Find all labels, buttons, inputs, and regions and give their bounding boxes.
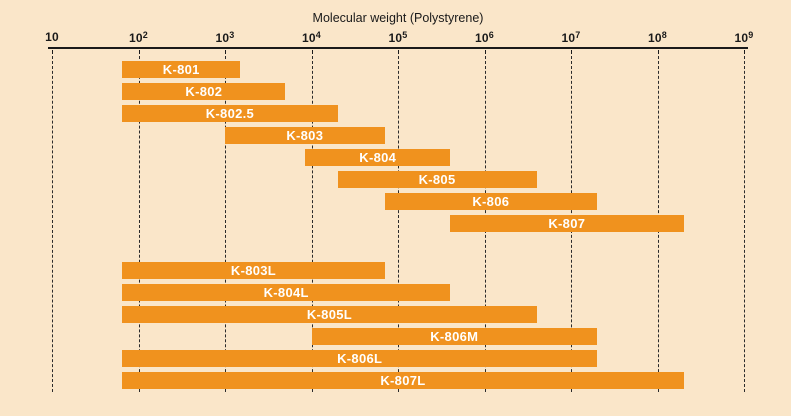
axis-tick-label-10e5: 105 [388,30,408,45]
axis-tick-label-10e7: 107 [561,30,581,45]
bar-label: K-807 [548,216,586,231]
axis-tick-label-10e1: 10 [45,30,59,44]
bar-k-804l: K-804L [122,284,451,301]
bar-label: K-801 [162,62,200,77]
axis-tick-label-10e4: 104 [302,30,321,45]
axis-tick-mark [398,50,399,54]
bar-label: K-806M [430,329,479,344]
axis-tick-mark [52,50,53,54]
bar-label: K-805L [306,307,353,322]
bar-label: K-803 [286,128,324,143]
bar-label: K-803L [230,263,277,278]
bar-label: K-802.5 [205,106,255,121]
bar-k-807l: K-807L [122,372,684,389]
gridline-10e9 [744,56,745,392]
axis-tick-label-10e8: 108 [648,30,667,45]
bar-label: K-802 [185,84,223,99]
axis-tick-label-10e9: 109 [734,30,754,45]
bar-k-802.5: K-802.5 [122,105,338,122]
axis-tick-label-10e6: 106 [475,30,494,45]
bar-label: K-804L [263,285,309,300]
gridline-10e4 [311,56,313,392]
bar-k-806: K-806 [384,193,598,210]
gridline-10e1 [52,56,53,392]
bar-k-803l: K-803L [122,262,385,279]
gridline-10e2 [138,56,140,392]
bar-label: K-807L [380,373,426,388]
axis-tick-mark [484,50,486,54]
bar-k-803: K-803 [225,127,385,144]
bar-label: K-806L [337,351,383,366]
axis-tick-mark [138,50,140,54]
bar-label: K-804 [359,150,397,165]
axis-tick-mark [657,50,659,54]
x-axis-line [48,47,748,49]
bar-k-804: K-804 [305,149,451,166]
chart-title: Molecular weight (Polystyrene) [312,11,484,25]
axis-tick-mark [571,50,572,54]
axis-tick-label-10e3: 103 [215,30,235,45]
bar-k-801: K-801 [122,61,241,78]
bar-k-805: K-805 [337,171,537,188]
axis-tick-label-10e2: 102 [129,30,148,45]
axis-tick-mark [311,50,313,54]
gridline-10e5 [398,56,399,392]
axis-tick-mark [744,50,745,54]
gridline-10e3 [225,56,226,392]
bar-label: K-806 [472,194,510,209]
bar-k-806l: K-806L [122,350,598,367]
bar-k-806m: K-806M [311,328,598,345]
bar-k-805l: K-805L [122,306,537,323]
axis-tick-mark [225,50,226,54]
bar-k-807: K-807 [450,215,684,232]
bar-label: K-805 [418,172,456,187]
bar-k-802: K-802 [122,83,286,100]
